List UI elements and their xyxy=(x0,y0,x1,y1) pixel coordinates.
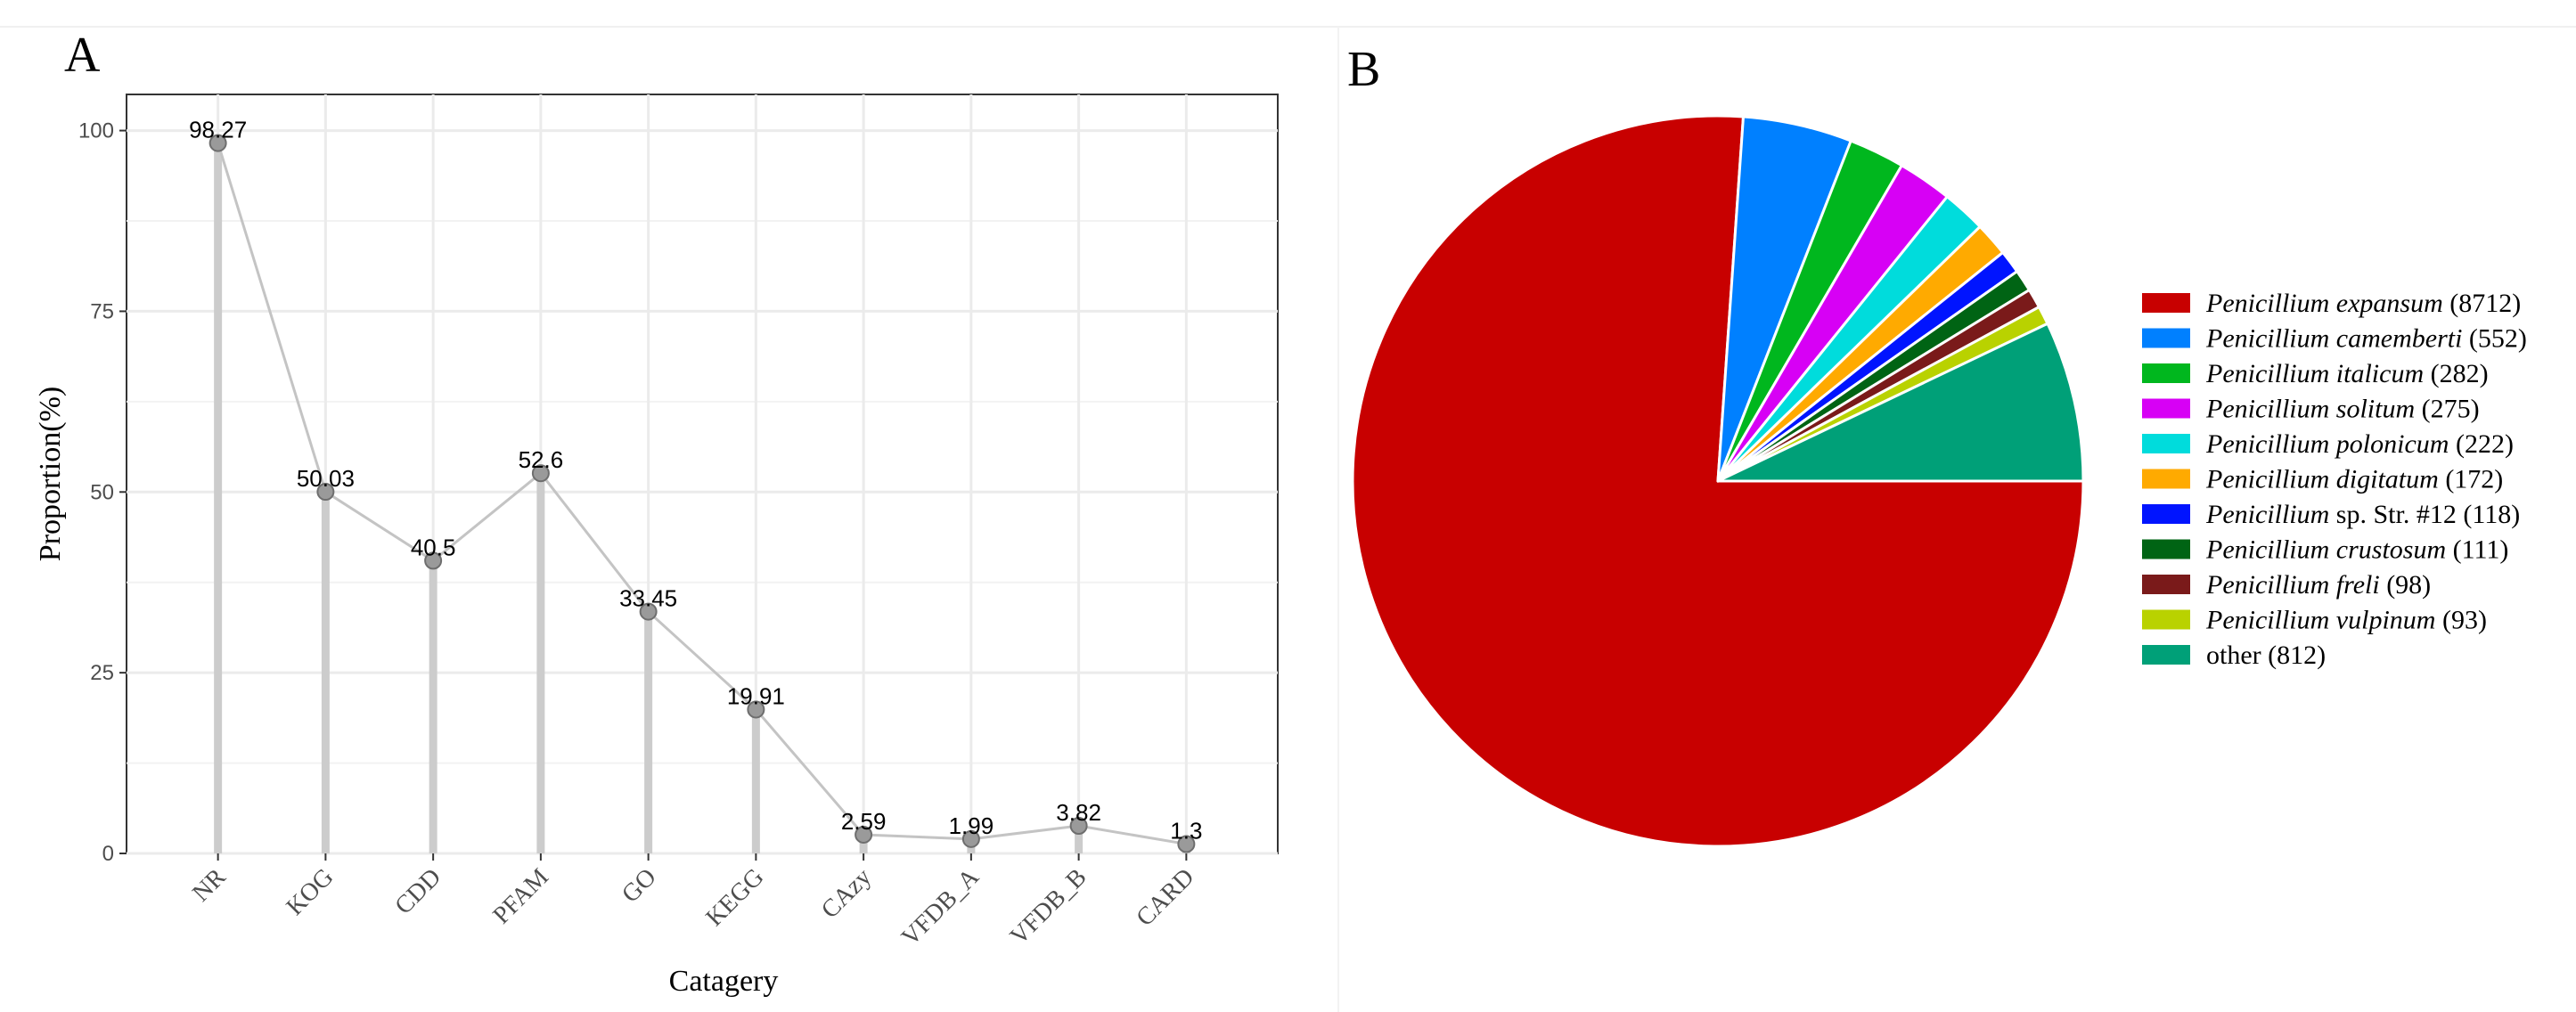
grid xyxy=(127,94,1278,855)
data-point xyxy=(209,134,227,152)
y-tick-label: 25 xyxy=(90,661,114,685)
legend-swatch xyxy=(2142,328,2190,348)
data-label: 52.6 xyxy=(519,446,564,473)
data-label: 2.59 xyxy=(841,808,887,835)
data-point xyxy=(1177,835,1196,853)
data-point xyxy=(961,829,980,848)
legend-entry: other (812) xyxy=(2206,641,2326,670)
pie-chart xyxy=(1351,114,2085,848)
data-label: 33.45 xyxy=(619,585,677,612)
legend-swatch xyxy=(2142,539,2190,559)
panel-a-letter: A xyxy=(64,28,101,83)
y-axis-title: Proportion(%) xyxy=(34,387,67,561)
x-axis-title: Catagery xyxy=(669,965,779,998)
x-tick-label: GO xyxy=(617,863,662,909)
pie-slice xyxy=(1716,322,2085,483)
legend-swatch xyxy=(2142,575,2190,594)
data-label: 50.03 xyxy=(297,465,355,492)
legend-entry: Penicillium expansum (8712) xyxy=(2205,289,2521,318)
x-tick-label: VFDB_B xyxy=(1005,863,1092,951)
y-tick-label: 100 xyxy=(78,119,114,143)
panel-b-letter: B xyxy=(1347,42,1380,97)
legend-swatch xyxy=(2142,609,2190,630)
data-point xyxy=(639,602,658,621)
x-tick-label: CAzy xyxy=(816,863,877,924)
data-labels: 98.27 50.03 40.5 52.6 33.45 19.91 2.59 1.99 3.82… xyxy=(189,117,1202,845)
legend-entry: Penicillium solitum (275) xyxy=(2205,395,2480,424)
data-label: 98.27 xyxy=(189,117,247,143)
x-tick-label: PFAM xyxy=(487,863,553,929)
data-point xyxy=(424,551,443,570)
y-tick-label: 75 xyxy=(90,299,114,323)
data-label: 3.82 xyxy=(1056,799,1101,826)
x-tick-label: VFDB_A xyxy=(896,862,985,951)
legend-entry: Penicillium sp. Str. #12 (118) xyxy=(2205,500,2520,529)
legend-entry: Penicillium vulpinum (93) xyxy=(2205,606,2487,635)
series-path xyxy=(217,143,1187,845)
x-tick-label: CARD xyxy=(1131,863,1199,932)
legend-entry: Penicillium digitatum (172) xyxy=(2205,465,2503,494)
y-axis-ticks: 0 25 50 75 100 xyxy=(78,119,127,866)
points xyxy=(209,134,1196,853)
y-tick-label: 50 xyxy=(90,480,114,504)
legend-swatch xyxy=(2142,469,2190,489)
line-chart-panel: 98.27 50.03 40.5 52.6 33.45 19.91 2.59 1.99 3.82… xyxy=(34,94,1279,998)
data-label: 1.99 xyxy=(949,812,994,839)
data-point xyxy=(747,700,765,719)
data-point xyxy=(855,825,873,844)
data-point xyxy=(531,464,550,483)
stems xyxy=(214,143,1190,853)
data-label: 40.5 xyxy=(411,534,456,560)
legend-swatch xyxy=(2142,504,2190,524)
x-tick-label: KEGG xyxy=(700,863,769,932)
data-label: 19.91 xyxy=(727,682,785,709)
legend-entry: Penicillium freli (98) xyxy=(2205,570,2431,600)
legend-entry: Penicillium italicum (282) xyxy=(2205,359,2489,388)
legend-entry: Penicillium crustosum (111) xyxy=(2205,535,2508,565)
legend-entry: Penicillium polonicum (222) xyxy=(2205,429,2514,459)
legend-swatch xyxy=(2142,293,2190,313)
legend-entry: Penicillium camemberti (552) xyxy=(2205,324,2527,354)
pie-slice xyxy=(1351,114,2085,848)
x-axis-ticks: NR KOG CDD PFAM GO KEGG CAzy VFDB_A VFDB_B CARD xyxy=(187,853,1199,951)
legend: Penicillium expansum (8712) Penicillium c… xyxy=(2142,289,2527,670)
series-line xyxy=(217,143,1187,845)
x-tick-label: NR xyxy=(187,863,232,908)
data-label: 1.3 xyxy=(1170,817,1202,844)
legend-swatch xyxy=(2142,363,2190,383)
legend-swatch xyxy=(2142,434,2190,453)
x-tick-label: KOG xyxy=(282,863,339,921)
legend-swatch xyxy=(2142,398,2190,419)
x-tick-label: CDD xyxy=(389,863,446,920)
legend-swatch xyxy=(2142,645,2190,665)
data-point xyxy=(1069,817,1088,836)
y-tick-label: 0 xyxy=(102,842,114,866)
data-point xyxy=(316,483,335,502)
